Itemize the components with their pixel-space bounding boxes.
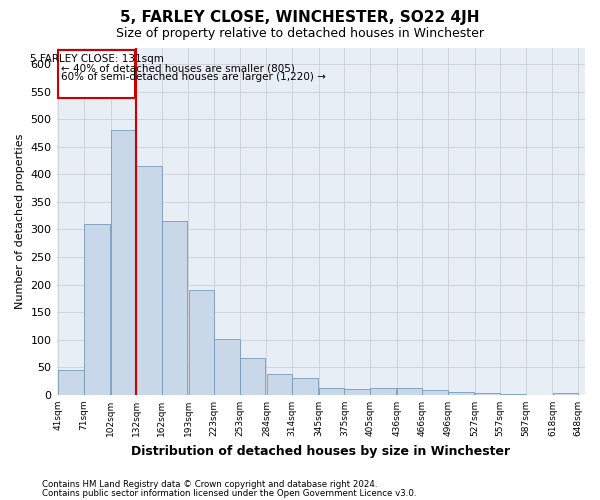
Bar	[448, 392, 473, 395]
Bar	[370, 388, 395, 395]
Bar	[397, 388, 422, 395]
Bar	[214, 338, 240, 395]
FancyBboxPatch shape	[58, 50, 136, 98]
Bar	[475, 394, 500, 395]
Bar	[110, 130, 136, 395]
Bar	[292, 378, 317, 395]
Bar	[344, 390, 370, 395]
Text: Size of property relative to detached houses in Winchester: Size of property relative to detached ho…	[116, 28, 484, 40]
Text: 5 FARLEY CLOSE: 131sqm: 5 FARLEY CLOSE: 131sqm	[30, 54, 164, 64]
Bar	[240, 358, 265, 395]
Bar	[188, 290, 214, 395]
Y-axis label: Number of detached properties: Number of detached properties	[15, 134, 25, 309]
Text: Contains HM Land Registry data © Crown copyright and database right 2024.: Contains HM Land Registry data © Crown c…	[42, 480, 377, 489]
Bar	[136, 166, 162, 395]
Bar	[58, 370, 84, 395]
Bar	[266, 374, 292, 395]
Bar	[319, 388, 344, 395]
Bar	[553, 394, 578, 395]
Text: Contains public sector information licensed under the Open Government Licence v3: Contains public sector information licen…	[42, 488, 416, 498]
Bar	[500, 394, 526, 395]
Bar	[84, 224, 110, 395]
Bar	[162, 221, 187, 395]
Bar	[422, 390, 448, 395]
Text: ← 40% of detached houses are smaller (805): ← 40% of detached houses are smaller (80…	[61, 64, 295, 74]
Text: 5, FARLEY CLOSE, WINCHESTER, SO22 4JH: 5, FARLEY CLOSE, WINCHESTER, SO22 4JH	[120, 10, 480, 25]
X-axis label: Distribution of detached houses by size in Winchester: Distribution of detached houses by size …	[131, 444, 511, 458]
Text: 60% of semi-detached houses are larger (1,220) →: 60% of semi-detached houses are larger (…	[61, 72, 326, 83]
